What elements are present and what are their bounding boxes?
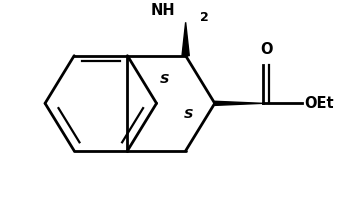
Text: S: S — [184, 109, 194, 122]
Text: OEt: OEt — [305, 96, 334, 111]
Text: 2: 2 — [200, 11, 209, 24]
Polygon shape — [182, 22, 189, 56]
Text: O: O — [260, 42, 272, 57]
Polygon shape — [215, 101, 263, 105]
Text: NH: NH — [151, 3, 176, 18]
Text: S: S — [160, 73, 169, 86]
